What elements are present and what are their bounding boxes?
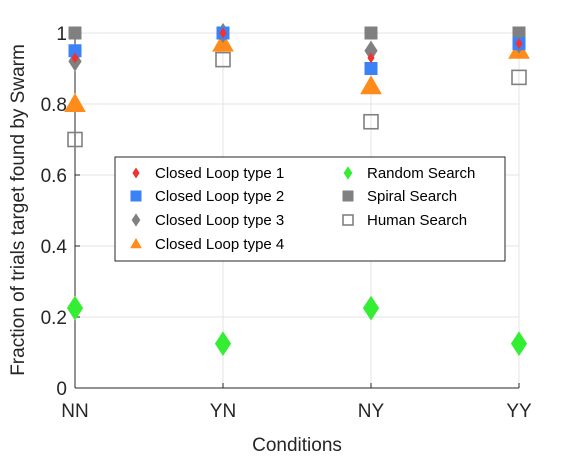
legend-marker: [130, 190, 142, 202]
legend-label: Closed Loop type 1: [155, 165, 284, 182]
data-point: [363, 113, 379, 130]
data-point: [67, 131, 83, 148]
legend-label: Closed Loop type 2: [155, 188, 284, 205]
data-point: [360, 75, 382, 95]
legend-label: Random Search: [367, 165, 475, 182]
x-tick-label: NY: [358, 401, 385, 422]
legend-marker: [131, 213, 141, 227]
axes: [74, 32, 520, 389]
data-point: [367, 52, 375, 64]
data-point: [66, 295, 84, 321]
legend-box: [114, 156, 506, 262]
legend-marker: [342, 190, 354, 202]
data-point: [511, 69, 527, 86]
legend-marker: [343, 166, 353, 180]
legend-label: Spiral Search: [367, 188, 457, 205]
y-tick-label: 0.4: [41, 237, 68, 258]
data-point: [364, 26, 378, 40]
x-axis-label: Conditions: [252, 435, 342, 456]
x-tick-label: YN: [210, 401, 236, 422]
x-tick-label: YY: [506, 401, 532, 422]
data-point: [71, 52, 79, 64]
data-point: [219, 27, 227, 39]
x-tick-label: NN: [61, 401, 88, 422]
legend-label: Closed Loop type 3: [155, 212, 284, 229]
data-point: [215, 51, 231, 68]
legend-marker: [130, 237, 142, 249]
y-tick-label: 0: [56, 379, 67, 400]
legend-marker: [132, 167, 140, 179]
y-axis-label: Fraction of trials target found by Swarm: [8, 44, 29, 376]
data-point: [68, 26, 82, 40]
data-point: [214, 331, 232, 357]
data-point: [64, 92, 86, 112]
tick-labels: NN YN NY YY 0 0.2 0.4 0.6 0.8 1: [41, 24, 532, 422]
legend-label: Closed Loop type 4: [155, 236, 284, 253]
data-point: [515, 38, 523, 50]
y-tick-label: 1: [56, 24, 67, 45]
legend-marker: [342, 214, 354, 226]
y-tick-label: 0.2: [41, 308, 67, 329]
data-point: [362, 295, 380, 321]
legend-label: Human Search: [367, 212, 467, 229]
y-tick-label: 0.8: [41, 95, 67, 116]
data-point: [510, 331, 528, 357]
data-markers: [64, 22, 530, 357]
y-tick-label: 0.6: [41, 166, 67, 187]
legend: Closed Loop type 1 Closed Loop type 2 Clos…: [114, 156, 506, 262]
data-point: [364, 62, 378, 75]
